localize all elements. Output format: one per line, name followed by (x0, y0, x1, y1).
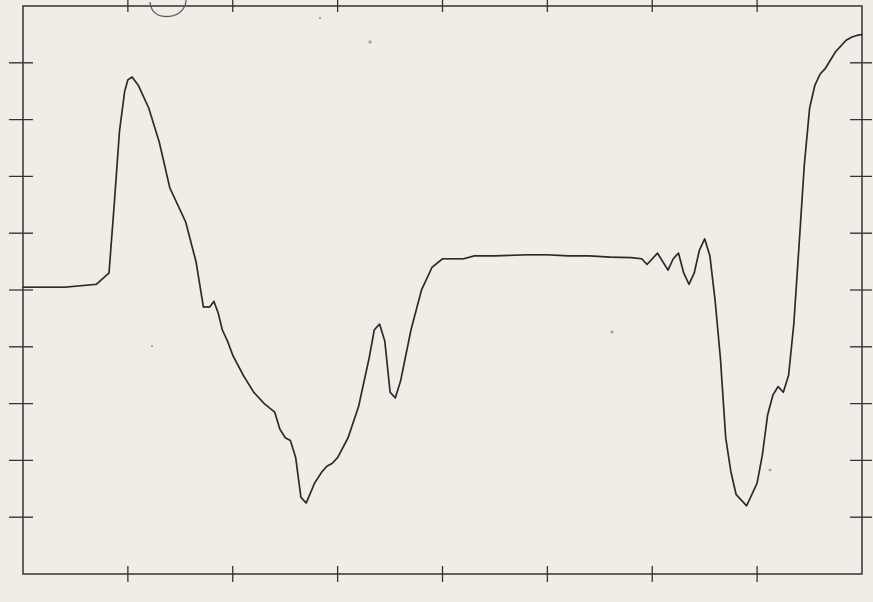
paper-speck-3 (610, 330, 614, 334)
paper-speck-2 (318, 16, 322, 20)
paper-speck-4 (150, 344, 154, 348)
circle-mark (149, 0, 187, 18)
paper-speck-5 (768, 468, 772, 472)
series-line-1 (22, 33, 863, 507)
paper-speck-1 (368, 40, 372, 44)
